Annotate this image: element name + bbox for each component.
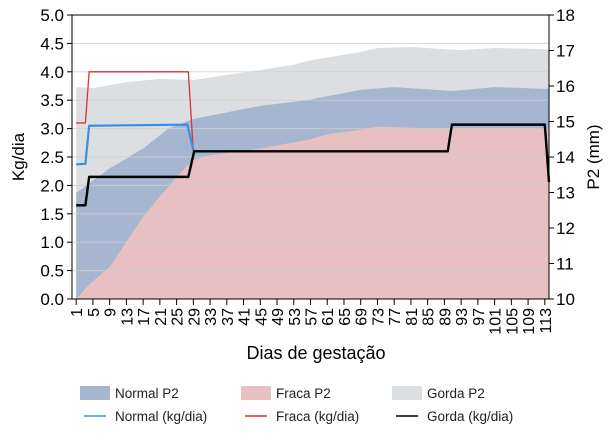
legend-label: Fraca P2 xyxy=(276,386,331,401)
y-left-tick-label: 1.0 xyxy=(40,233,64,252)
y-left-tick-label: 0.0 xyxy=(40,290,64,309)
areas-layer xyxy=(76,46,550,300)
x-tick-label: 61 xyxy=(320,308,337,326)
y-left-tick-label: 4.0 xyxy=(40,63,64,82)
y-left-label: Kg/dia xyxy=(9,132,28,181)
legend-label: Normal P2 xyxy=(115,386,179,401)
y-right-tick-label: 16 xyxy=(556,77,575,96)
legend-item-normal-kg-dia: Normal (kg/dia) xyxy=(84,409,207,424)
y-right-label: P2 (mm) xyxy=(584,124,603,189)
y-left-tick-label: 5.0 xyxy=(40,6,64,25)
x-tick-label: 9 xyxy=(103,308,120,317)
line-gorda-kg-dia xyxy=(76,123,551,207)
legend-item-normal-p2: Normal P2 xyxy=(80,386,179,401)
lines-layer xyxy=(76,71,551,207)
x-tick-label: 21 xyxy=(153,308,170,326)
x-tick-label: 41 xyxy=(237,308,254,326)
line-normal-kg-dia xyxy=(76,123,195,166)
x-tick-label: 45 xyxy=(253,308,270,326)
legend-label: Fraca (kg/dia) xyxy=(276,409,359,424)
y-right-tick-label: 17 xyxy=(556,42,575,61)
x-tick-label: 89 xyxy=(437,308,454,326)
x-tick-label: 77 xyxy=(387,308,404,326)
y-left-tick-label: 2.0 xyxy=(40,176,64,195)
x-tick-label: 53 xyxy=(287,308,304,326)
x-tick-label: 65 xyxy=(337,308,354,326)
y-left-tick-label: 0.5 xyxy=(40,262,64,281)
x-tick-label: 81 xyxy=(404,308,421,326)
x-tick-label: 113 xyxy=(538,308,555,334)
legend-swatch xyxy=(80,386,110,400)
legend: Normal P2 Fraca P2 Gorda P2 Normal (kg/dia)… xyxy=(80,386,513,424)
x-tick-label: 13 xyxy=(119,308,136,326)
y-right-tick-label: 18 xyxy=(556,6,575,25)
y-right-tick-label: 12 xyxy=(556,219,575,238)
legend-label: Gorda P2 xyxy=(427,386,485,401)
legend-item-gorda-p2: Gorda P2 xyxy=(392,386,485,401)
legend-label: Gorda (kg/dia) xyxy=(427,409,513,424)
x-tick-label: 105 xyxy=(504,308,521,335)
y-left-tick-label: 2.5 xyxy=(40,148,64,167)
x-tick-label: 17 xyxy=(136,308,153,326)
x-tick-label: 29 xyxy=(186,308,203,326)
legend-swatch xyxy=(241,386,271,400)
y-right-tick-label: 15 xyxy=(556,113,575,132)
y-left-tick-label: 1.5 xyxy=(40,205,64,224)
area-fraca-p2 xyxy=(76,126,550,299)
legend-item-gorda-kg-dia: Gorda (kg/dia) xyxy=(396,409,513,424)
y-right-tick-label: 13 xyxy=(556,184,575,203)
legend-label: Normal (kg/dia) xyxy=(115,409,207,424)
x-tick-label: 109 xyxy=(521,308,538,335)
x-tick-label: 37 xyxy=(220,308,237,326)
legend-swatch xyxy=(392,386,422,400)
grid-layer xyxy=(72,42,549,272)
x-tick-label: 73 xyxy=(370,308,387,326)
x-tick-label: 57 xyxy=(304,308,321,326)
x-tick-label: 69 xyxy=(354,308,371,326)
axes-layer: 0.00.51.01.52.02.53.03.54.04.55.01011121… xyxy=(40,6,575,335)
x-tick-label: 85 xyxy=(421,308,438,326)
y-right-tick-label: 14 xyxy=(556,148,575,167)
x-tick-label: 5 xyxy=(86,308,103,317)
legend-item-fraca-kg-dia: Fraca (kg/dia) xyxy=(245,409,359,424)
y-right-tick-label: 10 xyxy=(556,290,575,309)
x-tick-label: 33 xyxy=(203,308,220,326)
y-left-tick-label: 4.5 xyxy=(40,34,64,53)
x-tick-label: 49 xyxy=(270,308,287,326)
y-left-tick-label: 3.5 xyxy=(40,91,64,110)
y-left-tick-label: 3.0 xyxy=(40,120,64,139)
x-tick-label: 97 xyxy=(471,308,488,326)
x-tick-label: 101 xyxy=(488,308,505,335)
line-fraca-kg-dia xyxy=(76,71,194,152)
x-label: Dias de gestação xyxy=(246,343,385,363)
x-tick-label: 1 xyxy=(69,308,86,317)
x-tick-label: 93 xyxy=(454,308,471,326)
legend-item-fraca-p2: Fraca P2 xyxy=(241,386,331,401)
y-right-tick-label: 11 xyxy=(556,255,574,274)
x-tick-label: 25 xyxy=(170,308,187,326)
